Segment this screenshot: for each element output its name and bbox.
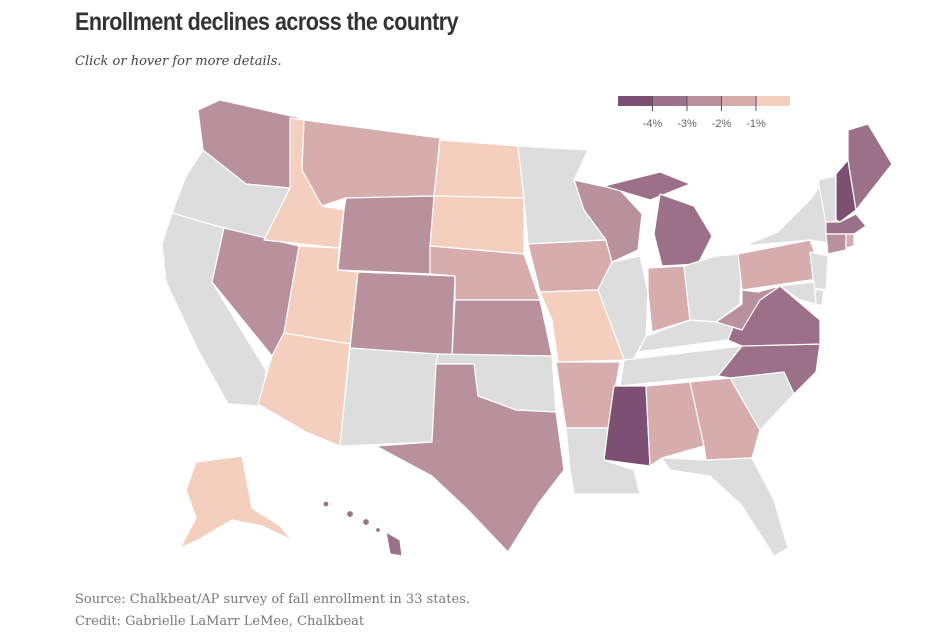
legend-tick-label: -4% bbox=[643, 118, 663, 130]
page-title: Enrollment declines across the country bbox=[75, 8, 459, 36]
state-new-mexico[interactable] bbox=[339, 347, 439, 447]
state-colorado[interactable] bbox=[349, 271, 456, 357]
legend-tick-label: -3% bbox=[677, 118, 697, 130]
legend-swatch-under-1 bbox=[756, 96, 790, 106]
state-alaska[interactable] bbox=[179, 455, 293, 549]
state-indiana[interactable] bbox=[647, 265, 691, 333]
state-kansas[interactable] bbox=[451, 299, 553, 357]
state-north-dakota[interactable] bbox=[433, 139, 525, 199]
state-texas[interactable] bbox=[375, 363, 565, 553]
legend-swatch-1-to-2 bbox=[721, 96, 756, 106]
legend-swatch-3-to-4 bbox=[652, 96, 687, 106]
states-layer bbox=[161, 99, 893, 557]
state-new-jersey[interactable] bbox=[809, 251, 829, 291]
state-montana[interactable] bbox=[301, 119, 441, 207]
state-maine[interactable] bbox=[847, 123, 893, 211]
legend: -4% -3% -2% -1% bbox=[618, 96, 790, 130]
state-hawaii[interactable] bbox=[322, 500, 403, 557]
credit-note: Credit: Gabrielle LaMarr LeMee, Chalkbea… bbox=[75, 614, 365, 629]
state-florida[interactable] bbox=[661, 457, 789, 557]
state-connecticut[interactable] bbox=[825, 233, 847, 255]
state-new-hampshire[interactable] bbox=[835, 159, 857, 223]
state-michigan[interactable] bbox=[653, 193, 713, 267]
state-west-virginia[interactable] bbox=[715, 285, 781, 331]
legend-swatch-over-4 bbox=[618, 96, 653, 106]
state-wyoming[interactable] bbox=[337, 195, 435, 275]
legend-swatch-2-to-3 bbox=[687, 96, 722, 106]
state-maryland[interactable] bbox=[779, 281, 817, 305]
page-subtitle: Click or hover for more details. bbox=[75, 54, 282, 69]
legend-tick-label: -1% bbox=[746, 118, 766, 130]
state-south-dakota[interactable] bbox=[429, 195, 525, 255]
state-alabama[interactable] bbox=[645, 381, 705, 467]
state-wisconsin[interactable] bbox=[573, 179, 643, 263]
state-mississippi[interactable] bbox=[603, 385, 651, 467]
state-michigan-upper[interactable] bbox=[603, 171, 691, 201]
legend-tick-label: -2% bbox=[712, 118, 732, 130]
state-rhode-island[interactable] bbox=[845, 233, 855, 249]
state-iowa[interactable] bbox=[527, 239, 613, 293]
source-note: Source: Chalkbeat/AP survey of fall enro… bbox=[75, 592, 470, 607]
